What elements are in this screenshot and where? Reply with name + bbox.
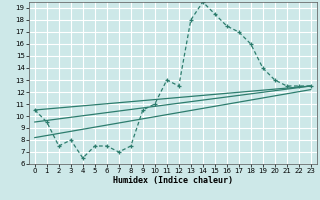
- X-axis label: Humidex (Indice chaleur): Humidex (Indice chaleur): [113, 176, 233, 185]
